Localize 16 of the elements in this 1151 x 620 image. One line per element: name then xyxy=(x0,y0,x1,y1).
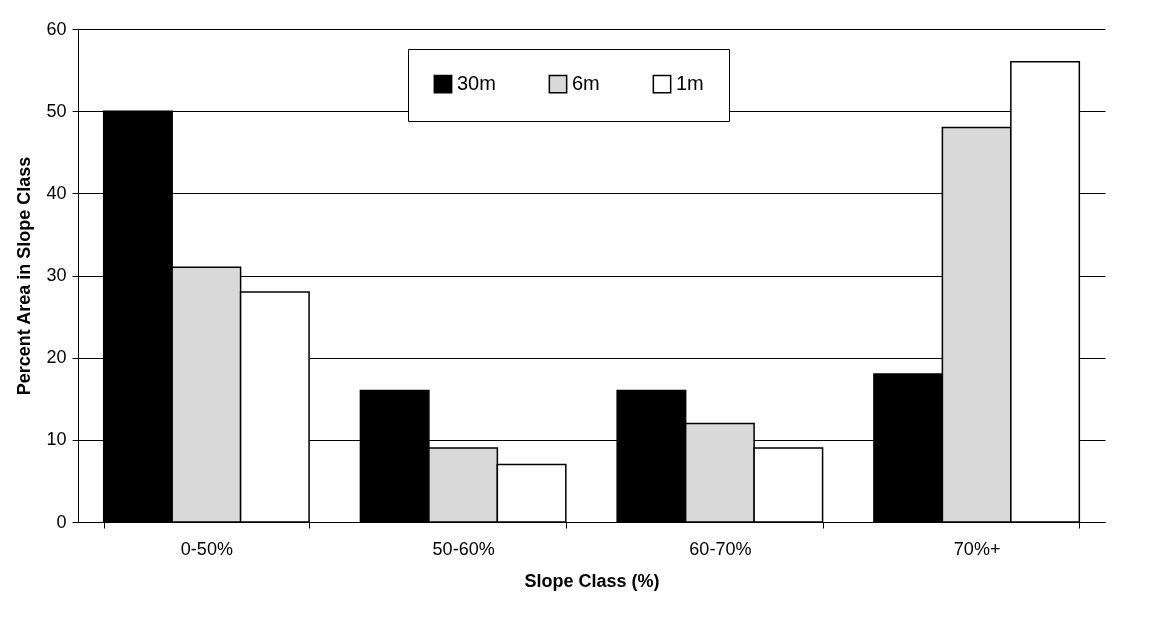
y-tick-label: 40 xyxy=(46,182,67,203)
x-tick-label: 60-70% xyxy=(689,538,752,559)
x-tick-label: 0-50% xyxy=(180,538,233,559)
y-tick-label: 50 xyxy=(46,100,67,121)
legend-label: 1m xyxy=(676,72,704,95)
y-tick-label: 60 xyxy=(46,18,67,39)
x-tick-label: 70%+ xyxy=(953,538,1001,559)
x-axis-title: Slope Class (%) xyxy=(524,570,660,591)
x-tick-label: 50-60% xyxy=(432,538,495,559)
y-axis-title: Percent Area in Slope Class xyxy=(14,156,35,396)
legend-label: 30m xyxy=(457,72,496,95)
legend-label: 6m xyxy=(572,72,600,95)
y-tick-label: 0 xyxy=(56,511,67,532)
y-tick-label: 10 xyxy=(46,429,67,450)
y-tick-label: 20 xyxy=(46,347,67,368)
y-tick-label: 30 xyxy=(46,265,67,285)
